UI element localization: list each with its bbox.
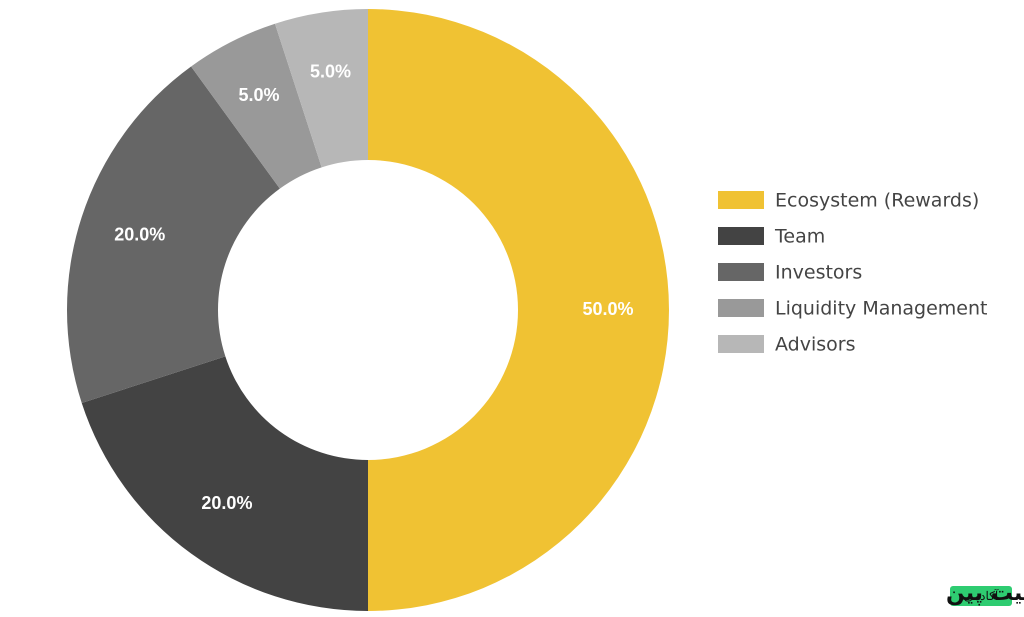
value-label: 20.0% bbox=[114, 225, 165, 245]
watermark-badge: آکادمی bbox=[964, 588, 999, 603]
watermark: آکادمی بیت پین bbox=[946, 581, 1024, 606]
donut-slice bbox=[274, 8, 368, 168]
value-label: 50.0% bbox=[582, 299, 633, 319]
legend-swatch bbox=[718, 299, 764, 317]
legend-label: Ecosystem (Rewards) bbox=[775, 190, 979, 212]
legend-swatch bbox=[718, 191, 764, 209]
legend-label: Team bbox=[774, 226, 825, 248]
legend-label: Investors bbox=[775, 262, 862, 284]
donut-slice bbox=[81, 356, 368, 611]
watermark-badge-bg bbox=[950, 586, 1012, 606]
value-label: 5.0% bbox=[239, 85, 280, 105]
legend-swatch bbox=[718, 263, 764, 281]
legend-label: Liquidity Management bbox=[775, 298, 987, 320]
donut-slice bbox=[191, 23, 322, 189]
legend-swatch bbox=[718, 335, 764, 353]
value-label: 20.0% bbox=[201, 493, 252, 513]
donut-slice bbox=[66, 66, 280, 404]
watermark-brand: بیت پین bbox=[946, 581, 1024, 606]
legend-swatch bbox=[718, 227, 764, 245]
legend-label: Advisors bbox=[775, 334, 855, 356]
donut-slice bbox=[368, 9, 669, 611]
value-label: 5.0% bbox=[310, 62, 351, 82]
